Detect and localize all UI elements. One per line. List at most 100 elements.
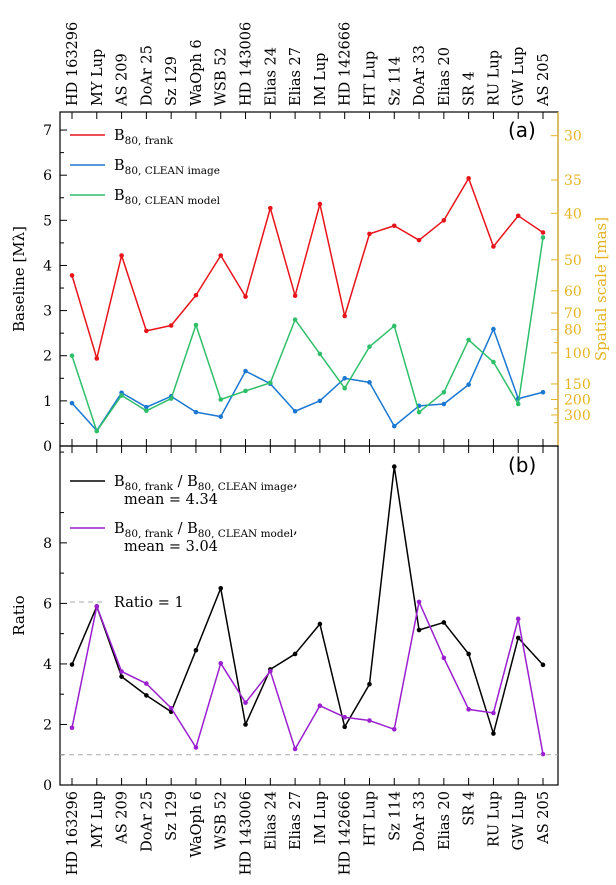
panel-a-point-b80-frank-hd-142666 bbox=[342, 313, 347, 319]
panel-b-point-b80-frank-b80-clean-model-mean-3-04-sz-129 bbox=[168, 705, 174, 711]
panel-a-point-b80-frank-elias-24 bbox=[268, 205, 273, 211]
panel-a-point-b80-frank-doar-25 bbox=[144, 328, 149, 334]
top-category-label-ht-lup: HT Lup bbox=[362, 51, 378, 106]
panel-a-point-b80-clean-model-as-209 bbox=[119, 393, 124, 398]
panel-a-point-b80-clean-model-hd-143006 bbox=[243, 388, 248, 394]
panel-b-point-b80-frank-b80-clean-model-mean-3-04-ht-lup bbox=[367, 718, 372, 723]
panel-a-right-tick-label: 200 bbox=[564, 392, 591, 408]
panel-a-point-b80-clean-image-im-lup bbox=[317, 398, 323, 404]
panel-a-point-b80-clean-model-im-lup bbox=[317, 351, 323, 357]
panel-a-point-b80-clean-model-ht-lup bbox=[367, 344, 372, 350]
panel-b-point-b80-frank-b80-clean-model-mean-3-04-as-209 bbox=[119, 669, 124, 674]
panel-b-point-b80-frank-b80-clean-model-mean-3-04-elias-27 bbox=[292, 746, 298, 752]
panel-b-point-b80-frank-b80-clean-model-mean-3-04-ru-lup bbox=[491, 710, 496, 716]
panel-b-point-b80-frank-b80-clean-model-mean-3-04-hd-143006 bbox=[243, 700, 248, 705]
panel-a-point-b80-clean-model-sz-129 bbox=[168, 396, 174, 401]
panel-a-point-b80-clean-model-wsb-52 bbox=[218, 397, 224, 402]
bottom-category-label-hd-143006: HD 143006 bbox=[239, 791, 255, 875]
panel-a-point-b80-frank-ht-lup bbox=[367, 231, 372, 237]
panel-a-point-b80-clean-model-elias-20 bbox=[441, 389, 447, 395]
legend-entry-b80-frank-b80-clean-image-mean-4-34: B80, frank / B80, CLEAN image, bbox=[114, 474, 298, 493]
panel-a-point-b80-frank-as-209 bbox=[119, 253, 124, 258]
panel-a-point-b80-clean-model-ru-lup bbox=[491, 359, 496, 365]
panel-b-point-b80-frank-b80-clean-model-mean-3-04-gw-lup bbox=[515, 616, 521, 622]
panel-b-series bbox=[60, 464, 558, 757]
panel-b-point-b80-frank-b80-clean-model-mean-3-04-hd-163296 bbox=[69, 725, 75, 731]
panel-b-point-b80-frank-b80-clean-model-mean-3-04-elias-20 bbox=[441, 655, 447, 661]
panel-a-right-tick-label: 30 bbox=[564, 129, 582, 145]
panel-a-point-b80-frank-doar-33 bbox=[416, 237, 422, 243]
panel-a-right-tick-label: 150 bbox=[564, 377, 591, 393]
panel-a-right-tick-label: 50 bbox=[564, 253, 582, 269]
bottom-category-label-ht-lup: HT Lup bbox=[362, 791, 378, 846]
top-category-label-as-205: AS 205 bbox=[536, 53, 552, 107]
panel-a-point-b80-clean-image-as-205 bbox=[540, 389, 546, 395]
panel-a-right-tick-label: 60 bbox=[564, 284, 582, 300]
top-category-label-doar-33: DoAr 33 bbox=[412, 45, 428, 106]
panel-b-point-b80-frank-b80-clean-image-mean-4-34-wsb-52 bbox=[218, 585, 224, 591]
bottom-category-label-hd-163296: HD 163296 bbox=[65, 791, 81, 875]
top-category-label-im-lup: IM Lup bbox=[313, 53, 329, 106]
panel-a-y-tick-label: 7 bbox=[43, 123, 52, 139]
top-category-label-hd-163296: HD 163296 bbox=[65, 22, 81, 106]
panel-a-point-b80-frank-sz-129 bbox=[168, 323, 174, 328]
panel-b-point-b80-frank-b80-clean-model-mean-3-04-doar-25 bbox=[144, 681, 149, 686]
panel-a-point-b80-clean-model-sz-114 bbox=[391, 323, 397, 329]
panel-b-point-b80-frank-b80-clean-image-mean-4-34-gw-lup bbox=[515, 635, 521, 641]
panel-b-point-b80-frank-b80-clean-model-mean-3-04-im-lup bbox=[317, 703, 323, 708]
panel-b-y-tick-label: 0 bbox=[43, 778, 52, 794]
bottom-category-label-elias-20: Elias 20 bbox=[437, 791, 453, 850]
top-category-label-sr-4: SR 4 bbox=[462, 71, 478, 106]
panel-a-point-b80-clean-image-ht-lup bbox=[367, 380, 372, 385]
panel-b-point-b80-frank-b80-clean-image-mean-4-34-hd-142666 bbox=[342, 724, 347, 730]
panel-a-y-tick-label: 5 bbox=[43, 213, 52, 229]
panel-a-point-b80-frank-im-lup bbox=[317, 201, 323, 207]
panel-b-point-b80-frank-b80-clean-model-mean-3-04-waoph-6 bbox=[193, 745, 199, 750]
bottom-category-label-sz-129: Sz 129 bbox=[164, 791, 180, 841]
bottom-category-label-sr-4: SR 4 bbox=[462, 791, 478, 826]
panel-a-point-b80-clean-model-sr-4 bbox=[466, 337, 471, 343]
bottom-category-label-im-lup: IM Lup bbox=[313, 791, 329, 844]
panel-a-point-b80-clean-model-elias-27 bbox=[292, 317, 298, 322]
panel-a-point-b80-clean-image-elias-20 bbox=[441, 401, 447, 407]
panel-a-y-tick-label: 6 bbox=[43, 168, 52, 184]
bottom-category-label-elias-24: Elias 24 bbox=[263, 791, 279, 850]
panel-a-point-b80-frank-elias-27 bbox=[292, 293, 298, 299]
legend-entry-ratio-1: Ratio = 1 bbox=[114, 595, 184, 611]
top-category-label-gw-lup: GW Lup bbox=[511, 47, 527, 106]
panel-a-point-b80-frank-ru-lup bbox=[491, 244, 496, 249]
panel-b-point-b80-frank-b80-clean-image-mean-4-34-as-209 bbox=[119, 674, 124, 679]
panel-a-point-b80-frank-wsb-52 bbox=[218, 253, 224, 258]
panel-a-point-b80-frank-my-lup bbox=[94, 356, 100, 361]
panel-a-point-b80-frank-gw-lup bbox=[515, 213, 521, 219]
panel-a-point-b80-clean-model-elias-24 bbox=[268, 380, 273, 386]
panel-a-point-b80-clean-model-hd-142666 bbox=[342, 385, 347, 391]
panel-b-point-b80-frank-b80-clean-image-mean-4-34-elias-27 bbox=[292, 651, 298, 657]
bottom-category-label-my-lup: MY Lup bbox=[90, 791, 106, 848]
panel-a-point-b80-frank-hd-143006 bbox=[243, 294, 248, 299]
panel-a-series bbox=[69, 176, 546, 434]
panel-b-point-b80-frank-b80-clean-image-mean-4-34-as-205 bbox=[540, 662, 546, 668]
panel-b-y-tick-label: 4 bbox=[43, 657, 52, 673]
top-category-label-hd-142666: HD 142666 bbox=[338, 22, 354, 106]
top-category-label-sz-114: Sz 114 bbox=[387, 56, 403, 106]
top-category-label-wsb-52: WSB 52 bbox=[214, 47, 230, 106]
panel-b-point-b80-frank-b80-clean-image-mean-4-34-elias-20 bbox=[441, 620, 447, 625]
legend-mean-b80-frank-b80-clean-image-mean-4-34: mean = 4.34 bbox=[124, 492, 218, 508]
top-category-labels: HD 163296 MY Lup AS 209 DoAr 25 Sz 129 WaOph … bbox=[65, 22, 552, 107]
panel-b-point-b80-frank-b80-clean-image-mean-4-34-hd-143006 bbox=[243, 722, 248, 727]
panel-b-point-b80-frank-b80-clean-model-mean-3-04-doar-33 bbox=[416, 599, 422, 605]
bottom-category-label-doar-25: DoAr 25 bbox=[139, 791, 155, 852]
panel-b-y-tick-label: 6 bbox=[43, 596, 52, 612]
panel-a-series-line-b80-clean-image bbox=[71, 328, 544, 432]
panel-b-point-b80-frank-b80-clean-model-mean-3-04-sz-114 bbox=[391, 727, 397, 732]
panel-b-point-b80-frank-b80-clean-image-mean-4-34-sr-4 bbox=[466, 651, 471, 657]
panel-a-point-b80-frank-hd-163296 bbox=[69, 273, 75, 278]
bottom-category-label-elias-27: Elias 27 bbox=[288, 791, 304, 850]
panel-b-point-b80-frank-b80-clean-image-mean-4-34-ru-lup bbox=[491, 731, 496, 736]
panel-a-point-b80-clean-image-sz-114 bbox=[391, 423, 397, 429]
bottom-category-label-as-209: AS 209 bbox=[115, 791, 131, 845]
panel-b-point-b80-frank-b80-clean-model-mean-3-04-elias-24 bbox=[268, 668, 273, 674]
